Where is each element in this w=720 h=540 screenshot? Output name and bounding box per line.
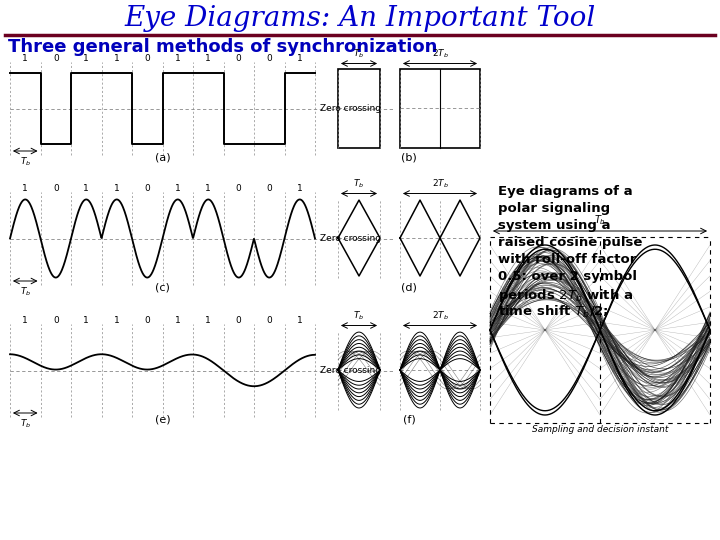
Text: 0: 0 (266, 184, 272, 193)
Text: 1: 1 (114, 184, 120, 193)
Text: (d): (d) (401, 283, 417, 293)
Text: 1: 1 (297, 316, 302, 325)
Text: 1: 1 (175, 316, 181, 325)
Text: 1: 1 (205, 316, 211, 325)
Text: (b): (b) (401, 153, 417, 163)
Text: $T_b$: $T_b$ (354, 309, 364, 321)
Text: $T_b$: $T_b$ (19, 417, 31, 429)
Text: 1: 1 (297, 54, 302, 63)
Text: polar signaling: polar signaling (498, 202, 610, 215)
Text: 1: 1 (205, 54, 211, 63)
Text: 1: 1 (84, 54, 89, 63)
Text: $2T_b$: $2T_b$ (431, 309, 449, 321)
Text: time shift $T_b$/2;: time shift $T_b$/2; (498, 304, 608, 320)
Text: system using a: system using a (498, 219, 611, 232)
Text: 1: 1 (175, 54, 181, 63)
Text: $2T_b$: $2T_b$ (431, 177, 449, 190)
Text: 0: 0 (236, 54, 242, 63)
Text: 1: 1 (114, 316, 120, 325)
Text: 1: 1 (175, 184, 181, 193)
Bar (400, 69, 480, 147)
Text: $T_b$: $T_b$ (19, 285, 31, 298)
Text: (f): (f) (402, 415, 415, 425)
Text: Eye Diagrams: An Important Tool: Eye Diagrams: An Important Tool (125, 4, 595, 31)
Text: 0: 0 (145, 316, 150, 325)
Text: $T_b$: $T_b$ (354, 47, 364, 59)
Text: $T_b$: $T_b$ (354, 177, 364, 190)
Text: 1: 1 (84, 316, 89, 325)
Text: Sampling and decision instant: Sampling and decision instant (532, 425, 668, 434)
Bar (338, 69, 380, 147)
Text: 0: 0 (266, 54, 272, 63)
Text: 0: 0 (145, 184, 150, 193)
Text: 0: 0 (236, 316, 242, 325)
Text: $T_b$: $T_b$ (19, 155, 31, 167)
Text: Zero crossing: Zero crossing (320, 104, 381, 113)
Text: Three general methods of synchronization: Three general methods of synchronization (8, 38, 437, 56)
Text: with roll-off factor: with roll-off factor (498, 253, 636, 266)
Text: 1: 1 (114, 54, 120, 63)
Text: raised cosine pulse: raised cosine pulse (498, 236, 642, 249)
Text: 0: 0 (236, 184, 242, 193)
Text: (e): (e) (155, 415, 171, 425)
Text: 0.5: over 2 symbol: 0.5: over 2 symbol (498, 270, 637, 283)
Text: Zero crossing: Zero crossing (320, 234, 381, 243)
Text: 1: 1 (205, 184, 211, 193)
Text: 1: 1 (84, 184, 89, 193)
Text: 1: 1 (22, 54, 28, 63)
Text: (c): (c) (155, 283, 170, 293)
Text: 1: 1 (22, 184, 28, 193)
Text: 0: 0 (53, 54, 58, 63)
Text: 0: 0 (53, 184, 58, 193)
Text: $T_b$: $T_b$ (594, 213, 606, 227)
Text: (a): (a) (155, 153, 171, 163)
Text: 0: 0 (53, 316, 58, 325)
Text: 0: 0 (266, 316, 272, 325)
Text: 1: 1 (297, 184, 302, 193)
Text: 1: 1 (22, 316, 28, 325)
Text: periods $2T_b$ with a: periods $2T_b$ with a (498, 287, 633, 304)
Text: 0: 0 (145, 54, 150, 63)
Text: Eye diagrams of a: Eye diagrams of a (498, 185, 633, 198)
Text: $2T_b$: $2T_b$ (431, 47, 449, 59)
Text: Zero crossing: Zero crossing (320, 366, 381, 375)
